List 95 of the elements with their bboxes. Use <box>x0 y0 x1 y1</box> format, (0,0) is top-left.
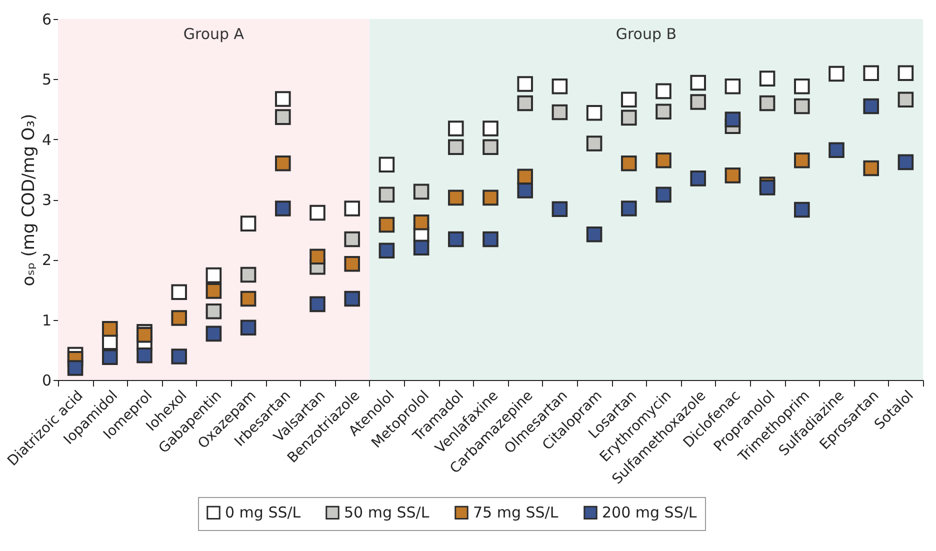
point <box>759 180 776 196</box>
point <box>102 320 118 337</box>
point <box>724 78 741 94</box>
point <box>621 200 637 216</box>
point <box>621 156 637 172</box>
point <box>517 182 533 198</box>
point <box>656 83 672 100</box>
point <box>206 304 222 320</box>
point <box>448 231 464 248</box>
point <box>482 139 498 156</box>
point <box>621 92 637 108</box>
point <box>206 326 222 342</box>
point <box>378 242 395 259</box>
band-label: Group B <box>616 25 677 43</box>
y-tick-label: 3 <box>42 191 52 209</box>
legend-label: 200 mg SS/L <box>602 504 698 522</box>
point <box>378 156 395 172</box>
point <box>863 160 879 176</box>
point <box>171 284 187 300</box>
point <box>621 110 637 126</box>
point <box>656 152 672 168</box>
point <box>828 66 844 82</box>
point <box>828 142 844 158</box>
point <box>378 186 395 203</box>
point <box>586 136 602 152</box>
point <box>136 326 152 343</box>
point <box>275 109 291 125</box>
point <box>240 320 256 336</box>
y-tick-label: 2 <box>42 251 52 270</box>
point <box>794 152 810 168</box>
legend-label: 75 mg SS/L <box>473 504 559 522</box>
point <box>171 310 187 326</box>
point <box>690 94 706 110</box>
point <box>517 168 533 185</box>
point <box>586 104 602 121</box>
point <box>344 231 360 248</box>
point <box>898 154 914 170</box>
point <box>724 112 741 128</box>
point <box>310 248 326 265</box>
point <box>240 266 256 283</box>
point <box>275 200 291 216</box>
point <box>552 201 568 218</box>
point <box>656 104 672 120</box>
point <box>794 98 810 114</box>
point <box>67 360 84 376</box>
point <box>413 184 430 200</box>
point <box>448 120 464 136</box>
y-tick-label: 1 <box>42 311 52 330</box>
point <box>344 200 360 216</box>
point <box>102 349 118 366</box>
point <box>171 348 187 364</box>
point <box>794 202 810 218</box>
point <box>863 98 879 114</box>
legend-label: 0 mg SS/L <box>225 504 302 522</box>
point <box>724 168 741 184</box>
point <box>136 347 152 364</box>
band-label: Group A <box>183 25 245 43</box>
point <box>275 156 291 172</box>
point <box>413 240 430 256</box>
point <box>690 74 706 91</box>
point <box>310 296 326 312</box>
point <box>482 190 498 206</box>
point <box>759 70 776 86</box>
point <box>586 226 602 242</box>
point <box>759 95 776 112</box>
point <box>240 290 256 307</box>
y-tick-label: 5 <box>42 70 52 89</box>
point <box>344 290 360 307</box>
point <box>517 76 533 92</box>
y-tick-label: 4 <box>42 130 52 149</box>
point <box>690 170 706 186</box>
point <box>898 65 914 82</box>
point <box>378 216 395 233</box>
point <box>898 92 914 108</box>
point <box>448 139 464 156</box>
legend-label: 50 mg SS/L <box>344 504 430 522</box>
point <box>206 283 222 299</box>
point <box>240 216 256 232</box>
point <box>794 78 810 94</box>
point <box>482 231 498 248</box>
point <box>552 78 568 94</box>
point <box>552 104 568 120</box>
point <box>656 186 672 203</box>
y-tick-label: 6 <box>42 10 52 28</box>
point <box>206 267 222 284</box>
y-tick-label: 0 <box>42 372 52 390</box>
y-axis-title: oₛₚ (mg COD/mg O₃) <box>18 114 39 286</box>
point <box>863 65 879 82</box>
point <box>275 91 291 107</box>
point <box>448 190 464 206</box>
point <box>310 204 326 221</box>
point <box>482 120 498 136</box>
point <box>413 214 430 230</box>
point <box>517 95 533 112</box>
point <box>344 256 360 272</box>
